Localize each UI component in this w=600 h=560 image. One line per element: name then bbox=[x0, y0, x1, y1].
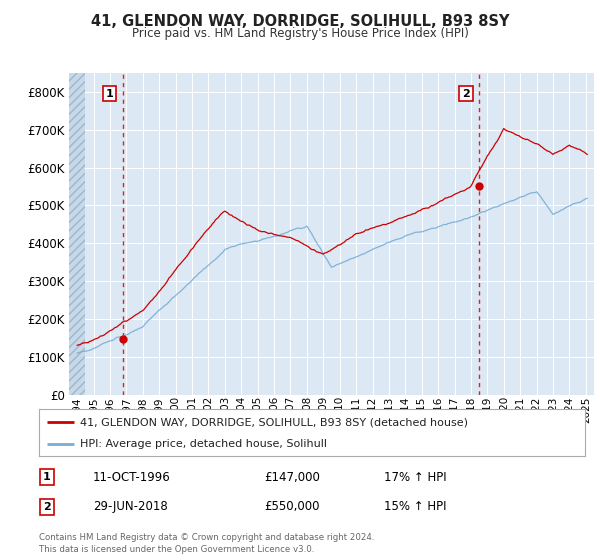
Text: 11-OCT-1996: 11-OCT-1996 bbox=[93, 470, 171, 484]
Text: Price paid vs. HM Land Registry's House Price Index (HPI): Price paid vs. HM Land Registry's House … bbox=[131, 27, 469, 40]
Text: Contains HM Land Registry data © Crown copyright and database right 2024.
This d: Contains HM Land Registry data © Crown c… bbox=[39, 533, 374, 554]
Text: 17% ↑ HPI: 17% ↑ HPI bbox=[384, 470, 446, 484]
Text: 1: 1 bbox=[106, 88, 113, 99]
Text: 1: 1 bbox=[43, 472, 50, 482]
Text: £147,000: £147,000 bbox=[264, 470, 320, 484]
Text: 41, GLENDON WAY, DORRIDGE, SOLIHULL, B93 8SY (detached house): 41, GLENDON WAY, DORRIDGE, SOLIHULL, B93… bbox=[80, 417, 468, 427]
Text: 2: 2 bbox=[43, 502, 50, 512]
Bar bbox=[69, 73, 85, 395]
Text: 15% ↑ HPI: 15% ↑ HPI bbox=[384, 500, 446, 514]
Text: 41, GLENDON WAY, DORRIDGE, SOLIHULL, B93 8SY: 41, GLENDON WAY, DORRIDGE, SOLIHULL, B93… bbox=[91, 14, 509, 29]
Text: 2: 2 bbox=[462, 88, 470, 99]
Text: 29-JUN-2018: 29-JUN-2018 bbox=[93, 500, 168, 514]
Text: HPI: Average price, detached house, Solihull: HPI: Average price, detached house, Soli… bbox=[80, 439, 327, 449]
Text: £550,000: £550,000 bbox=[264, 500, 320, 514]
